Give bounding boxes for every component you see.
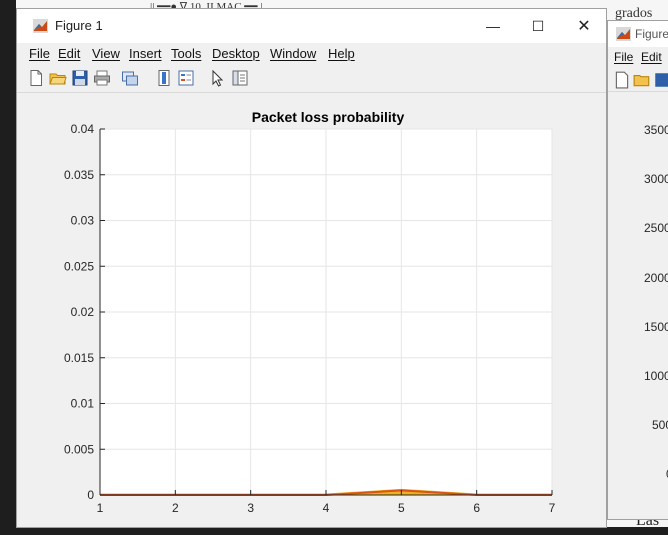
legend-icon[interactable] xyxy=(177,69,195,87)
y-tick-label: 0.025 xyxy=(64,259,94,273)
new-file-icon[interactable] xyxy=(613,71,631,89)
background-doc-word: grados xyxy=(615,6,653,20)
figure1-menubar: File Edit View Insert Tools Desktop Wind… xyxy=(17,43,606,65)
figure2-menu-file[interactable]: File xyxy=(614,50,634,64)
figure2-y-tick-label: 500 xyxy=(652,418,668,433)
figure2-menubar: File Edit xyxy=(608,47,668,67)
x-tick-label: 7 xyxy=(549,501,556,515)
minimize-button[interactable]: — xyxy=(486,18,500,34)
y-tick-label: 0.03 xyxy=(71,214,95,228)
background-doc-header: || ━━● ∇ 10. II MAC ━━ | xyxy=(150,1,263,12)
figure2-toolbar xyxy=(608,67,668,92)
menu-desktop[interactable]: Desktop xyxy=(212,46,260,61)
save-icon[interactable] xyxy=(653,71,668,89)
open-folder-icon[interactable] xyxy=(49,69,67,87)
matlab-logo-icon xyxy=(616,27,631,41)
figure-window-2[interactable]: Figure File Edit 3500 3000 2500 2000 1500 100… xyxy=(607,20,668,520)
menu-view[interactable]: View xyxy=(92,46,120,61)
menu-window[interactable]: Window xyxy=(270,46,317,61)
property-editor-icon[interactable] xyxy=(231,69,249,87)
close-button[interactable]: ✕ xyxy=(577,18,591,35)
y-tick-label: 0.04 xyxy=(71,122,95,136)
menu-tools[interactable]: Tools xyxy=(171,46,202,61)
print-icon[interactable] xyxy=(93,69,111,87)
figure2-plot-area: 3500 3000 2500 2000 1500 1000 500 0 xyxy=(608,92,668,519)
figure2-y-tick-label: 1500 xyxy=(644,319,668,334)
y-tick-label: 0.035 xyxy=(64,168,94,182)
x-tick-label: 1 xyxy=(97,501,104,515)
chart-title: Packet loss probability xyxy=(252,109,405,125)
figure2-y-tick-label: 2500 xyxy=(644,221,668,236)
desktop-edge-left xyxy=(0,0,16,535)
figure2-titlebar[interactable]: Figure xyxy=(608,21,668,47)
menu-file[interactable]: File xyxy=(29,46,50,61)
matlab-logo-icon xyxy=(33,19,48,33)
new-file-icon[interactable] xyxy=(27,69,45,87)
y-tick-label: 0.01 xyxy=(71,397,95,411)
x-tick-label: 4 xyxy=(323,501,330,515)
figure2-y-tick-label: 3000 xyxy=(644,172,668,187)
menu-help[interactable]: Help xyxy=(328,46,355,61)
y-tick-label: 0.005 xyxy=(64,442,94,456)
figure2-y-tick-label: 1000 xyxy=(644,369,668,383)
y-tick-label: 0 xyxy=(87,488,94,502)
figure1-toolbar xyxy=(17,65,606,93)
link-axes-icon[interactable] xyxy=(121,69,139,87)
save-icon[interactable] xyxy=(71,69,89,87)
desktop-edge-bottom xyxy=(0,527,668,535)
maximize-button[interactable]: ☐ xyxy=(531,17,545,34)
y-tick-label: 0.015 xyxy=(64,351,94,365)
figure2-menu-edit[interactable]: Edit xyxy=(641,50,662,64)
figure-window-1[interactable]: Figure 1 — ☐ ✕ File Edit View Insert Too… xyxy=(16,8,607,528)
figure2-y-tick-label: 2000 xyxy=(644,270,668,285)
figure2-title: Figure xyxy=(635,27,668,41)
x-tick-label: 2 xyxy=(172,501,179,515)
x-tick-label: 3 xyxy=(247,501,254,515)
pointer-icon[interactable] xyxy=(209,69,227,87)
menu-edit[interactable]: Edit xyxy=(58,46,81,61)
figure1-plot-area: 1 2 3 4 5 6 7 0 0.005 0.01 0.015 0.02 0.025 0.03 0.035… xyxy=(17,93,606,527)
figure2-y-tick-label: 0 xyxy=(666,467,668,481)
figure1-titlebar[interactable]: Figure 1 — ☐ ✕ xyxy=(17,9,606,43)
packet-loss-chart: 1 2 3 4 5 6 7 0 0.005 0.01 0.015 0.02 0.025 0.03 0.035… xyxy=(64,109,556,515)
figure1-title: Figure 1 xyxy=(55,18,103,33)
menu-insert[interactable]: Insert xyxy=(129,46,162,61)
x-tick-label: 6 xyxy=(473,501,480,515)
open-folder-icon[interactable] xyxy=(633,71,651,89)
y-tick-label: 0.02 xyxy=(71,305,95,319)
x-tick-label: 5 xyxy=(398,501,405,515)
figure2-y-tick-label: 3500 xyxy=(644,123,668,137)
colorbar-icon[interactable] xyxy=(155,69,173,87)
